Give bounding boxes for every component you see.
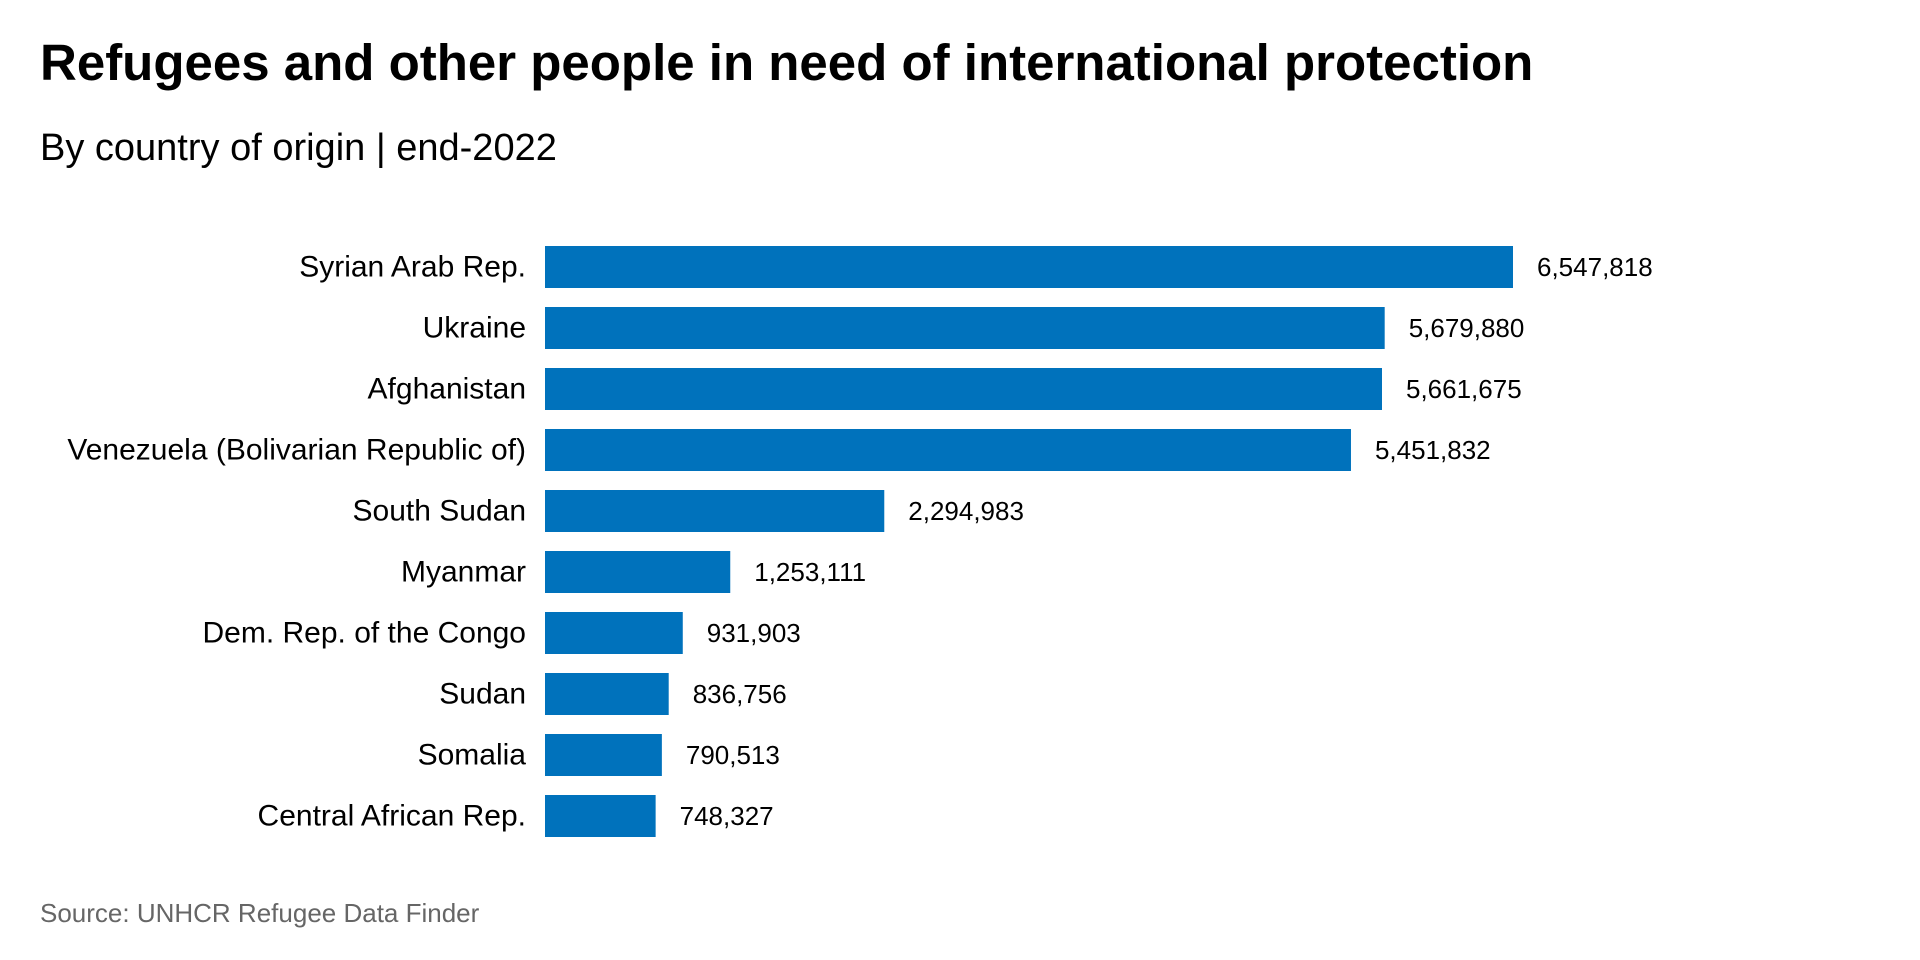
category-label: South Sudan: [353, 495, 526, 528]
category-label: Somalia: [418, 739, 527, 772]
category-label: Venezuela (Bolivarian Republic of): [67, 434, 526, 467]
data-label: 748,327: [680, 801, 774, 831]
data-label: 931,903: [707, 618, 801, 648]
data-label: 790,513: [686, 740, 780, 770]
data-label: 5,451,832: [1375, 435, 1491, 465]
bar: [545, 368, 1382, 410]
bar: [545, 795, 656, 837]
data-label: 5,661,675: [1406, 374, 1522, 404]
category-label: Ukraine: [423, 312, 526, 345]
data-label: 6,547,818: [1537, 252, 1653, 282]
bar: [545, 612, 683, 654]
bar: [545, 429, 1351, 471]
category-label: Central African Rep.: [258, 800, 526, 833]
category-label: Afghanistan: [368, 373, 526, 406]
data-label: 1,253,111: [754, 557, 866, 587]
data-label: 836,756: [693, 679, 787, 709]
data-label: 2,294,983: [908, 496, 1024, 526]
category-label: Syrian Arab Rep.: [299, 251, 526, 284]
bar: [545, 490, 885, 532]
category-label: Dem. Rep. of the Congo: [202, 617, 526, 650]
chart-title: Refugees and other people in need of int…: [40, 34, 1534, 91]
bar: [545, 307, 1385, 349]
bar: [545, 551, 731, 593]
category-label: Sudan: [439, 678, 526, 711]
chart-subtitle: By country of origin | end-2022: [40, 127, 557, 169]
chart-source: Source: UNHCR Refugee Data Finder: [40, 898, 480, 928]
bar: [545, 734, 662, 776]
category-label: Myanmar: [401, 556, 526, 589]
data-label: 5,679,880: [1409, 313, 1525, 343]
bar: [545, 673, 669, 715]
bar: [545, 246, 1513, 288]
